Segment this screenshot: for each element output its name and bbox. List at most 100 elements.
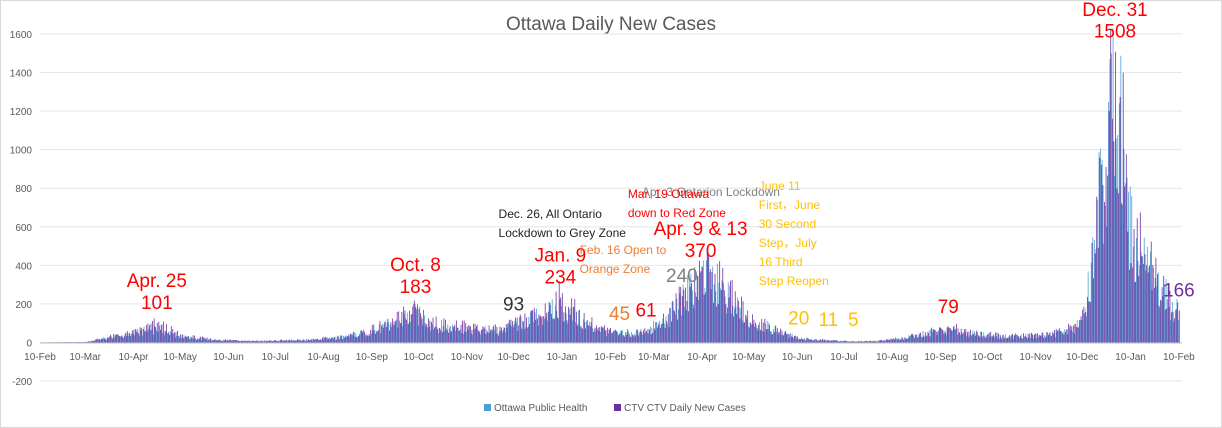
bar [92,340,94,343]
bar [425,326,427,343]
bar [212,339,213,343]
bar [1042,332,1044,343]
bar [1178,319,1179,343]
bar [895,337,897,343]
bar [142,329,144,343]
bar [485,333,487,343]
bar [317,338,319,343]
bar [274,340,276,343]
bar [718,282,720,343]
bar [678,286,680,343]
bar [429,320,431,343]
bar [1161,287,1163,343]
bar [305,340,307,343]
bar [755,322,756,343]
bar [273,340,275,343]
bar [417,325,419,343]
bar [153,318,155,343]
bar [96,339,97,343]
bar [446,329,448,343]
bar [1072,325,1074,343]
bar [975,333,977,343]
bar [641,332,643,343]
bar [529,324,530,343]
bar [173,333,174,343]
annotation-label: 370 [685,241,717,262]
bar [981,337,983,343]
bar [484,328,485,343]
bar [682,284,684,343]
bar [498,335,499,343]
bar [507,323,509,343]
bar [1069,325,1071,343]
bar [933,329,935,343]
bar [738,306,740,343]
bar [172,328,174,343]
bar [554,305,556,343]
bar [1045,335,1047,343]
bar [1084,307,1086,343]
bar [1098,152,1100,343]
bar [106,337,108,343]
bar [1044,335,1045,343]
bar [1175,309,1177,343]
bar [572,320,573,343]
bar [97,338,99,343]
bar [438,333,439,343]
bar [214,339,216,343]
bar [1086,297,1088,343]
bar [1174,318,1175,343]
bar [289,339,291,343]
bar [575,311,577,343]
bar [381,324,383,343]
bar [239,341,241,343]
bar [963,332,964,343]
bar [513,324,515,343]
annotation-label: 234 [545,267,577,288]
bar [462,320,463,343]
bar [1109,59,1111,343]
bar [380,333,382,343]
bar [790,336,792,343]
bar [1072,331,1073,343]
bar [267,341,269,343]
bar [1106,226,1108,343]
bar [438,328,440,343]
bar [533,322,534,343]
bar [357,337,358,343]
bar [1081,320,1083,343]
bar [907,338,909,343]
bar [537,325,539,343]
annotation-label: 20 [788,309,809,330]
bar [297,339,299,343]
bar [946,327,948,343]
bar [819,339,821,343]
bar [421,318,423,343]
bar [969,335,971,343]
bar [811,339,812,343]
bar [904,337,906,343]
bar [720,290,722,343]
bar [560,297,562,343]
annotation-label: Dec. 31 [1082,0,1147,21]
bar [248,340,250,343]
bar [261,340,263,343]
bar [228,340,230,343]
bar [1119,96,1121,343]
bar [1012,338,1014,343]
bar [544,303,546,343]
bar [336,336,338,343]
bar [568,306,569,343]
bar [355,333,357,343]
bar [898,338,900,343]
event-note: Apr. 3 Ontarion Lockdown [642,185,780,199]
bar [1038,335,1040,343]
bar [952,326,954,343]
bar [173,332,175,343]
bar [796,338,798,343]
bar [159,325,160,343]
bar [670,321,672,343]
bar [923,335,925,343]
bar [363,329,365,343]
bar [210,338,212,343]
